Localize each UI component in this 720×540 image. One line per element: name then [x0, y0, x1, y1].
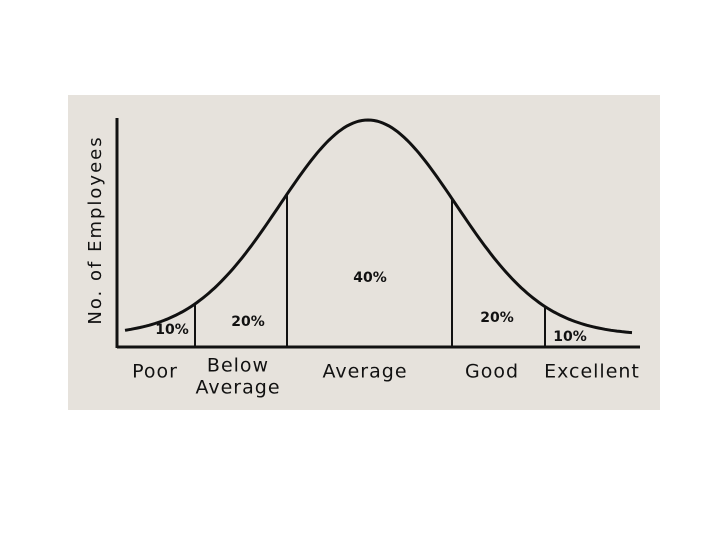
y-axis-label: No. of Employees	[85, 135, 106, 324]
segment-share: 20%	[480, 310, 514, 326]
scan-background	[68, 95, 660, 410]
segment-label: Poor	[132, 361, 178, 383]
segment-label: Below	[207, 355, 269, 377]
segment-share: 10%	[553, 329, 587, 345]
segment-share: 10%	[155, 322, 189, 338]
bell-curve	[124, 118, 633, 335]
segment-label: Average	[195, 377, 280, 399]
segment-share: 40%	[353, 270, 387, 286]
dividers	[194, 194, 546, 347]
segment-label: Good	[465, 361, 519, 383]
segment-labels: 10%Poor20%BelowAverage40%Average20%Good1…	[132, 270, 640, 399]
segment-share: 20%	[231, 314, 265, 330]
segment-label: Average	[322, 361, 407, 383]
segment-label: Excellent	[544, 361, 640, 383]
